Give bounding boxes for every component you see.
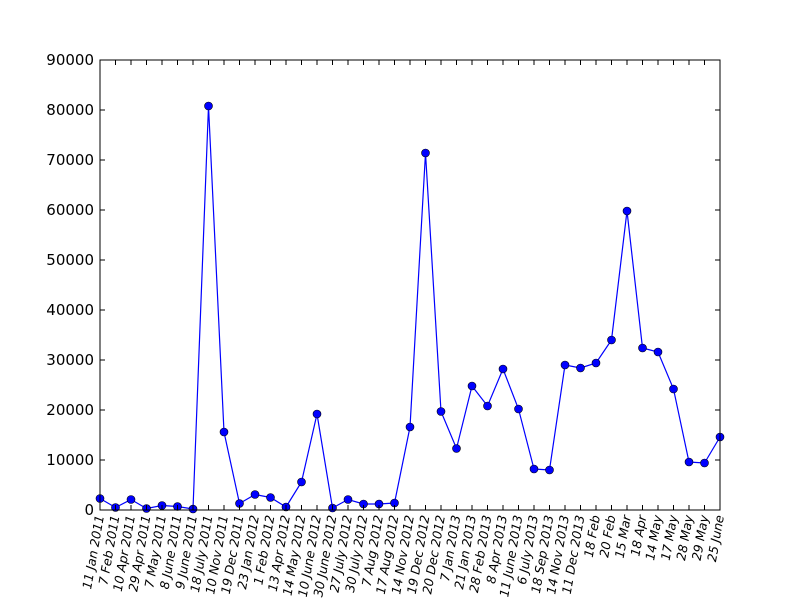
data-point: [312, 409, 322, 419]
plot-area: [100, 60, 720, 510]
data-point: [483, 401, 492, 411]
data-point: [514, 404, 523, 414]
y-axis: 0 10000 20000 30000 40000 50000 60000 70000 8000…: [46, 51, 720, 519]
data-point: [529, 464, 539, 474]
data-point: [653, 347, 663, 357]
data-point: [622, 206, 632, 216]
data-point: [297, 477, 306, 487]
data-point: [452, 444, 461, 453]
data-point: [266, 493, 275, 502]
data-point: [591, 358, 601, 368]
x-tick-label: 20 Feb: [596, 514, 618, 559]
y-tick-label: 80000: [46, 101, 94, 119]
data-point: [669, 384, 678, 394]
x-tick-label: 18 Apr: [627, 513, 649, 557]
y-tick-label: 40000: [46, 301, 94, 319]
data-point: [405, 422, 415, 432]
y-tick-label: 90000: [46, 51, 94, 69]
data-point: [126, 495, 136, 504]
plot-background: [100, 60, 720, 510]
data-point: [467, 381, 477, 391]
data-point: [421, 148, 430, 158]
data-point: [498, 364, 508, 374]
y-tick-label: 50000: [46, 251, 94, 269]
data-point: [638, 343, 647, 353]
data-point: [576, 363, 585, 373]
data-point: [250, 490, 260, 499]
data-point: [204, 101, 213, 111]
data-point: [343, 495, 353, 504]
y-tick-label: 10000: [46, 451, 94, 469]
data-point: [545, 465, 554, 475]
y-tick-label: 0: [84, 501, 94, 519]
data-point: [560, 360, 570, 370]
y-tick-label: 30000: [46, 351, 94, 369]
y-tick-label: 70000: [46, 151, 94, 169]
data-point: [219, 427, 229, 437]
data-point: [607, 335, 616, 345]
data-point: [684, 457, 694, 467]
x-tick-label: 18 Feb: [581, 514, 603, 559]
data-point: [436, 407, 446, 416]
data-point: [700, 458, 709, 468]
y-tick-label: 60000: [46, 201, 94, 219]
y-tick-label: 20000: [46, 401, 94, 419]
